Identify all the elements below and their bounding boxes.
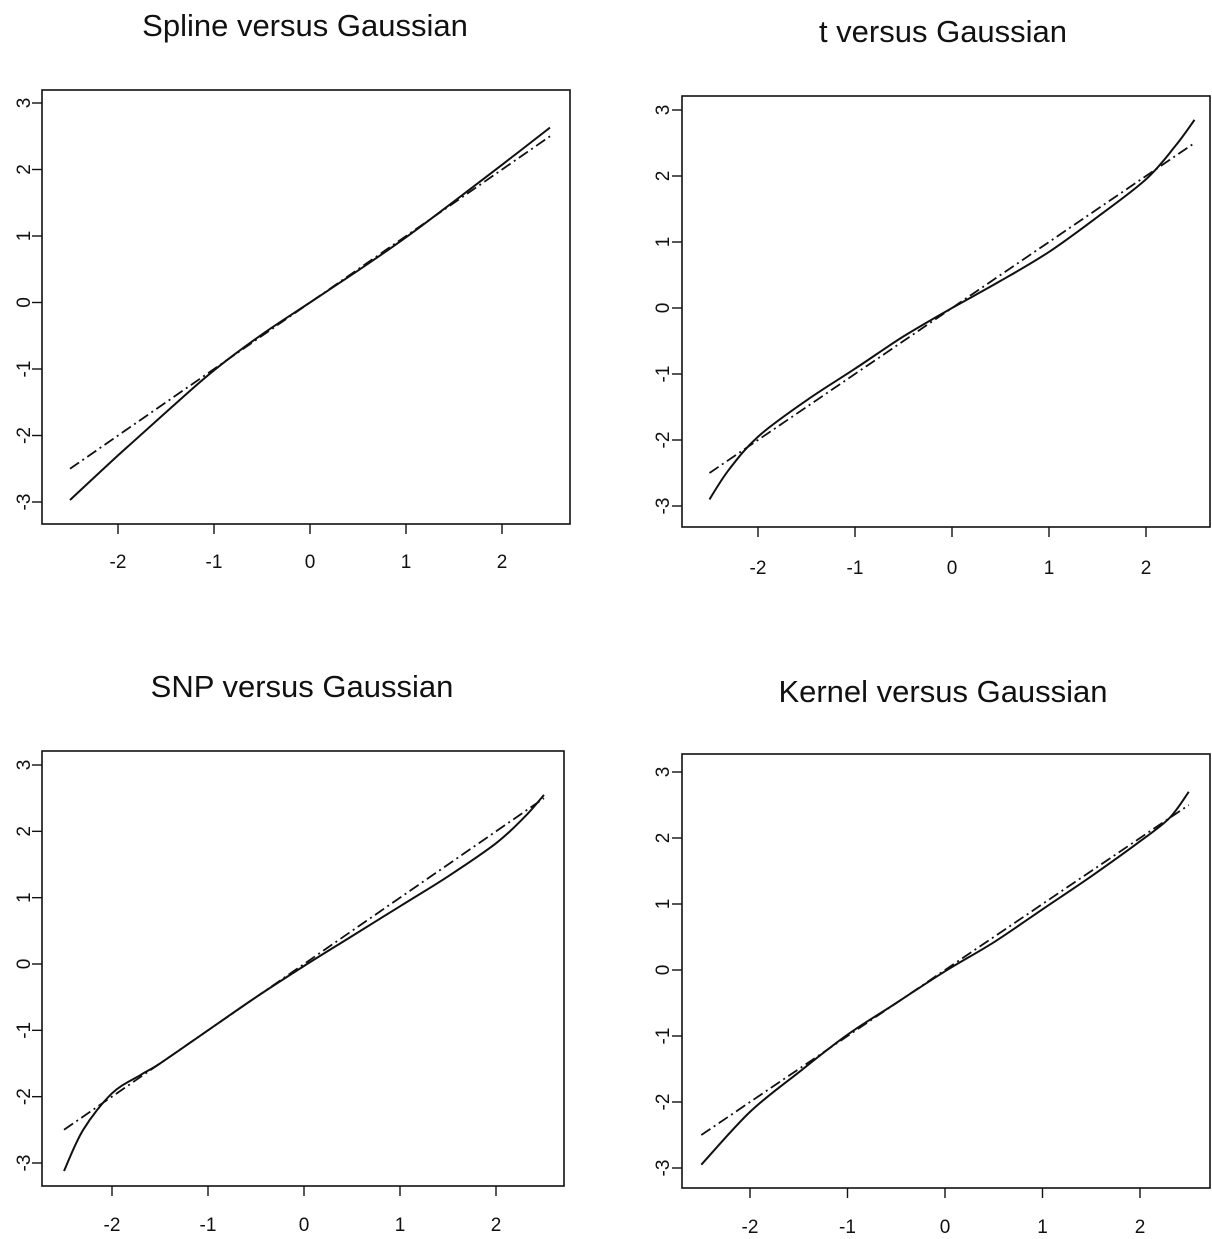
y-tick-label: -2 bbox=[14, 1088, 35, 1105]
y-tick-label: 3 bbox=[653, 767, 674, 778]
chart-panel-4: Kernel versus Gaussian -2 -1 0 1 2 -3 -2 -1 0 1 2 3 bbox=[653, 674, 1211, 1238]
y-tick-label: 3 bbox=[14, 760, 35, 771]
y-tick-label: 1 bbox=[653, 237, 674, 248]
y-tick-label: 1 bbox=[653, 899, 674, 910]
y-tick-label: -1 bbox=[653, 1028, 674, 1045]
x-tick-label: 1 bbox=[395, 1215, 406, 1236]
y-tick-label: -1 bbox=[653, 366, 674, 383]
x-tick-label: 0 bbox=[947, 558, 958, 579]
x-tick-label: -2 bbox=[110, 552, 127, 573]
series-line-solid bbox=[69, 126, 551, 501]
x-tick-label: 0 bbox=[299, 1215, 310, 1236]
x-tick-label: 0 bbox=[940, 1217, 951, 1238]
x-tick-label: -1 bbox=[847, 558, 864, 579]
x-tick-label: 1 bbox=[1037, 1217, 1048, 1238]
chart-panel-2: t versus Gaussian -2 -1 0 1 2 -3 -2 -1 0 1 2 3 bbox=[653, 14, 1211, 579]
y-tick-label: 3 bbox=[653, 105, 674, 116]
series-line-solid bbox=[63, 794, 545, 1172]
y-tick-label: -2 bbox=[653, 1094, 674, 1111]
x-tick-label: 2 bbox=[491, 1215, 502, 1236]
x-tick-label: -2 bbox=[742, 1217, 759, 1238]
chart-panel-1: Spline versus Gaussian -2 -1 0 1 2 -3 -2 -1 0 1 2 3 bbox=[14, 8, 571, 573]
plot-frame bbox=[681, 95, 1211, 528]
x-tick-label: 1 bbox=[401, 552, 412, 573]
plot-frame bbox=[41, 89, 571, 525]
x-tick-label: 2 bbox=[1135, 1217, 1146, 1238]
y-tick-label: -3 bbox=[14, 1155, 35, 1172]
y-tick-label: 3 bbox=[14, 98, 35, 109]
x-tick-label: -2 bbox=[750, 558, 767, 579]
x-tick-label: -1 bbox=[206, 552, 223, 573]
y-tick-label: -2 bbox=[653, 432, 674, 449]
y-tick-label: -3 bbox=[653, 498, 674, 515]
chart-title: SNP versus Gaussian bbox=[151, 669, 454, 704]
plot-frame bbox=[681, 753, 1211, 1189]
y-tick-label: 0 bbox=[14, 297, 35, 308]
y-tick-label: 0 bbox=[653, 303, 674, 314]
y-tick-label: 2 bbox=[14, 164, 35, 175]
series-line-dash-dot bbox=[69, 135, 551, 470]
plot-frame bbox=[41, 750, 565, 1187]
series-line-solid bbox=[700, 791, 1190, 1166]
series-line-solid bbox=[708, 119, 1196, 500]
y-tick-label: 1 bbox=[14, 892, 35, 903]
x-tick-label: -1 bbox=[200, 1215, 217, 1236]
chart-title: Spline versus Gaussian bbox=[142, 8, 468, 43]
x-tick-label: -1 bbox=[839, 1217, 856, 1238]
y-tick-label: -3 bbox=[653, 1160, 674, 1177]
y-tick-label: -1 bbox=[14, 1022, 35, 1039]
y-tick-label: 0 bbox=[653, 965, 674, 976]
y-tick-label: -3 bbox=[14, 494, 35, 511]
x-tick-label: 2 bbox=[497, 552, 508, 573]
y-tick-label: 2 bbox=[653, 833, 674, 844]
chart-panel-3: SNP versus Gaussian -2 -1 0 1 2 -3 -2 -1 0 1 2 3 bbox=[14, 669, 565, 1236]
series-line-dash-dot bbox=[700, 804, 1190, 1136]
series-line-dash-dot bbox=[708, 142, 1196, 474]
chart-title: Kernel versus Gaussian bbox=[778, 674, 1107, 709]
chart-title: t versus Gaussian bbox=[819, 14, 1067, 49]
x-tick-label: 1 bbox=[1044, 558, 1055, 579]
y-tick-label: -1 bbox=[14, 361, 35, 378]
y-tick-label: -2 bbox=[14, 427, 35, 444]
series-line-dash-dot bbox=[63, 797, 545, 1131]
y-tick-label: 0 bbox=[14, 959, 35, 970]
y-tick-label: 2 bbox=[14, 826, 35, 837]
x-tick-label: 2 bbox=[1141, 558, 1152, 579]
y-tick-label: 2 bbox=[653, 171, 674, 182]
y-tick-label: 1 bbox=[14, 231, 35, 242]
x-tick-label: -2 bbox=[104, 1215, 121, 1236]
x-tick-label: 0 bbox=[305, 552, 316, 573]
